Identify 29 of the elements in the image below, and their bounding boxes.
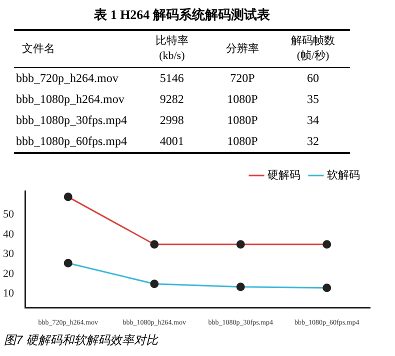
text: 32 — [307, 134, 320, 148]
text: 720P — [230, 71, 255, 85]
text: 2998 — [160, 113, 184, 127]
text: 35 — [307, 92, 320, 106]
caption: 图7 硬解码和软解码效率对比 — [3, 332, 160, 349]
text: 9282 — [160, 92, 184, 106]
text: bbb_1080p_h264.mov — [16, 92, 124, 106]
text: bbb_1080p_60fps.mp4 — [16, 134, 127, 148]
text: 5146 — [160, 71, 184, 85]
y-tick-label: 10 — [3, 288, 14, 300]
text: 文件名 — [22, 42, 55, 54]
text: 表 1 H264 解码系统解码测试表 — [93, 6, 271, 24]
text: 1080P — [227, 113, 258, 127]
legend-label: 软解码 — [327, 169, 360, 182]
text: 60 — [307, 71, 320, 85]
y-tick-label: 40 — [3, 228, 14, 240]
text: bbb_720p_h264.mov — [16, 71, 118, 85]
text: 比特率(kb/s) — [155, 35, 188, 62]
text: 4001 — [160, 134, 184, 148]
text: 34 — [307, 113, 320, 127]
text: bbb_1080p_30fps.mp4 — [16, 113, 127, 127]
legend-label: 硬解码 — [268, 169, 300, 182]
text: 1080P — [227, 92, 258, 106]
text: 1080P — [227, 134, 258, 148]
text: 分辨率 — [226, 42, 259, 54]
text: 解码帧数(帧/秒) — [291, 35, 336, 62]
y-tick-label: 30 — [3, 248, 14, 260]
y-tick-label: 50 — [3, 208, 14, 221]
y-tick-label: 20 — [3, 268, 14, 280]
